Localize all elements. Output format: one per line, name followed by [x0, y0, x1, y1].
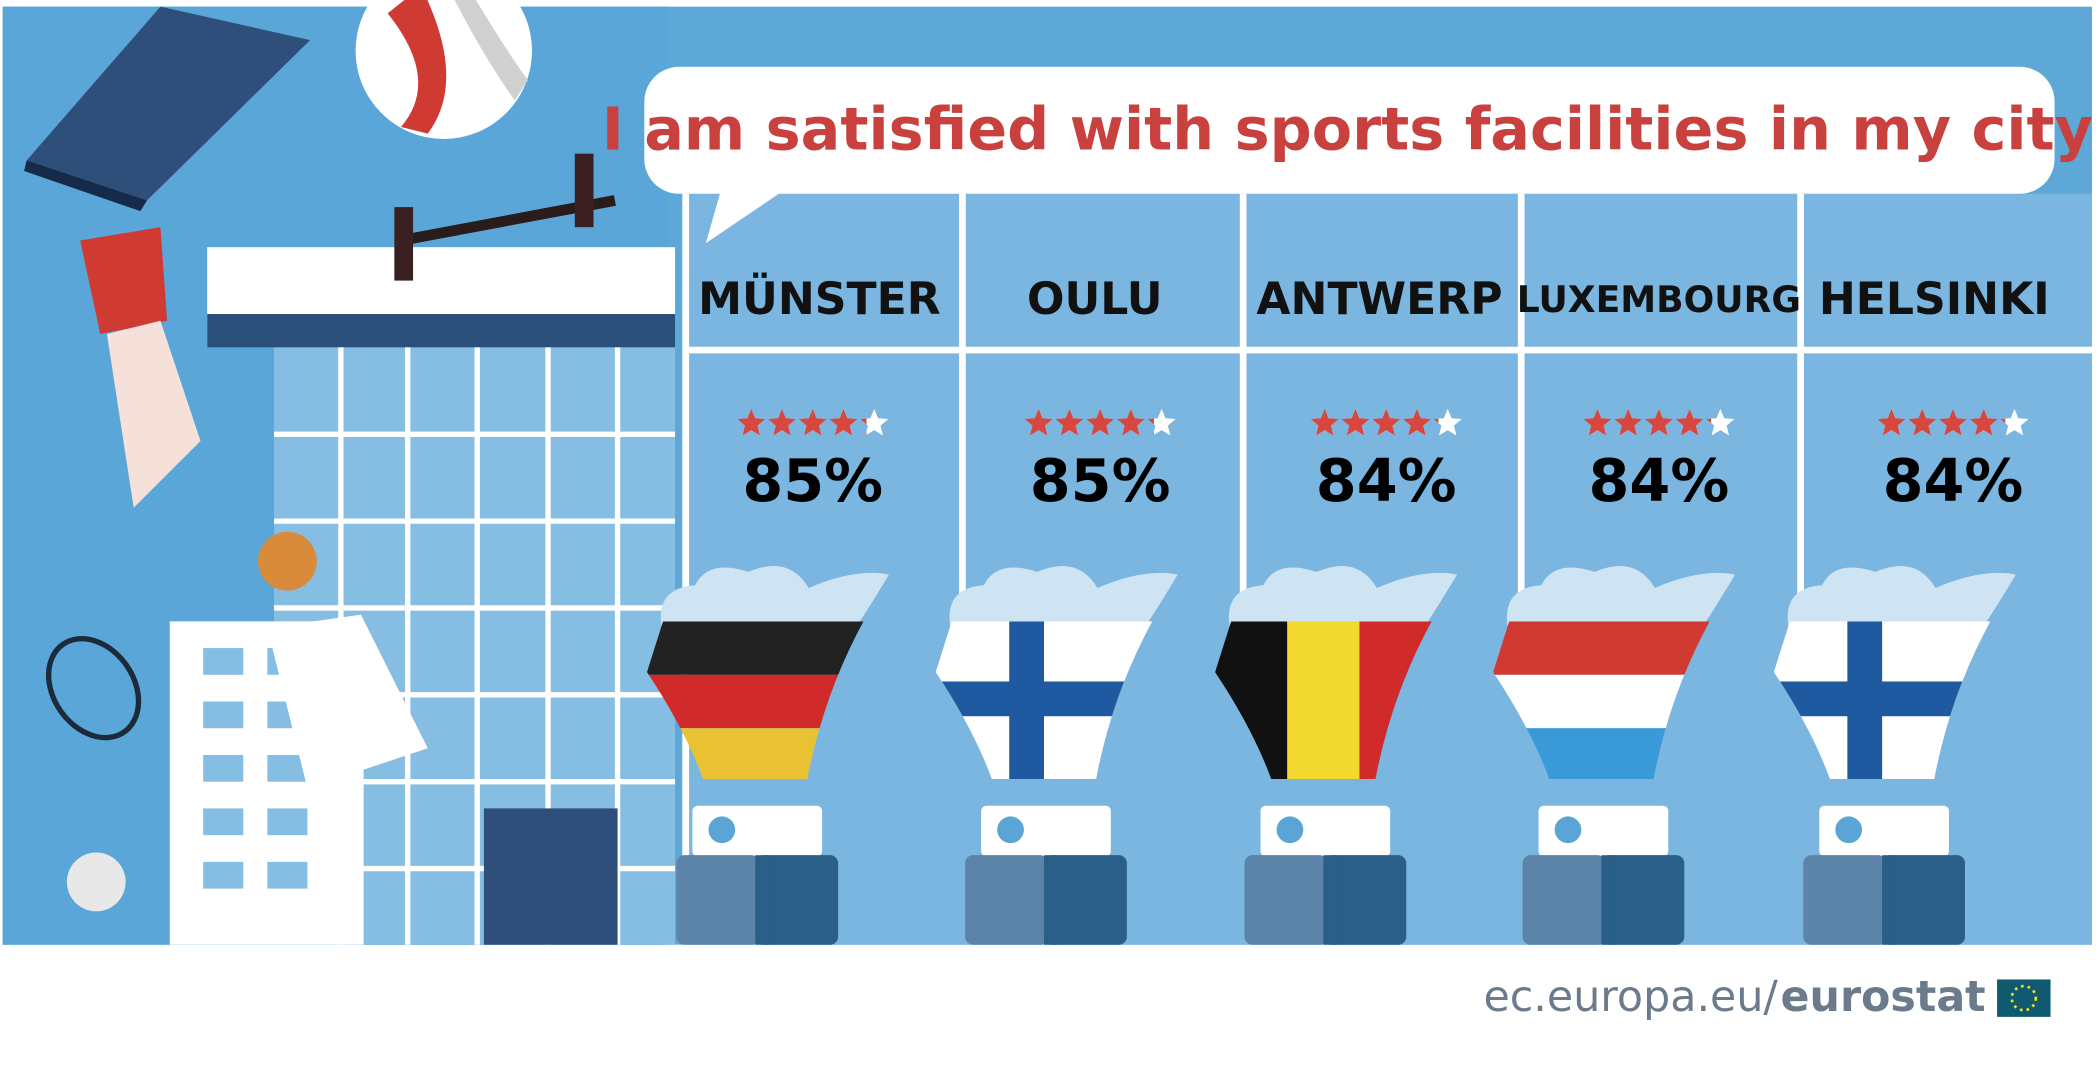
title-bubble: [644, 66, 2055, 194]
star: [1372, 408, 1401, 436]
source-site: ec.europa.eu/: [1483, 972, 1778, 1022]
star-fill: [737, 408, 867, 436]
star: [1024, 408, 1053, 436]
star-empty: [860, 408, 889, 436]
star-empty: [1706, 408, 1735, 436]
star: [1908, 408, 1937, 436]
panel-dividers: [682, 193, 2092, 945]
star: [1877, 408, 1906, 436]
star: [1433, 418, 1439, 424]
star-fill: [1583, 408, 1712, 436]
percent-label: 84%: [1316, 446, 1457, 515]
star-rating: [1877, 408, 2029, 436]
percent-label: 84%: [1883, 446, 2024, 515]
star: [1147, 418, 1154, 436]
star: [1402, 408, 1431, 436]
illustration: [2, 0, 676, 945]
star: [1938, 408, 1968, 436]
percent-label: 84%: [1589, 446, 1730, 515]
percent-label: 85%: [1030, 446, 1171, 515]
city-name: ANTWERP: [1256, 274, 1502, 325]
star: [1969, 408, 1998, 436]
star-empty: [1147, 408, 1176, 436]
star-rating: [1024, 408, 1176, 436]
star: [1116, 408, 1145, 436]
star: [1055, 408, 1084, 436]
percent-label: 85%: [742, 446, 883, 515]
eu-flag: [1997, 979, 2051, 1017]
star-fill: [1310, 408, 1439, 436]
star-rating: [1583, 408, 1735, 436]
city-name: MÜNSTER: [698, 272, 941, 325]
star: [767, 408, 797, 436]
bubble-tail: [705, 187, 789, 244]
star: [798, 408, 827, 436]
star-empty: [2000, 408, 2029, 436]
star: [829, 408, 858, 436]
star-fill: [1024, 408, 1154, 436]
star: [1310, 408, 1339, 436]
city-name: LUXEMBOURG: [1517, 279, 1801, 321]
title: I am satisfied with sports facilities in…: [602, 95, 2093, 164]
star: [1086, 408, 1115, 436]
ratings: MÜNSTER 85% OULU 85% ANTWERP 84% LUXEMBOURG 84%…: [698, 272, 2050, 515]
star-fill: [1877, 408, 2006, 436]
star: [1675, 408, 1704, 436]
star-rating: [737, 408, 889, 436]
star: [860, 418, 867, 436]
star: [1583, 408, 1612, 436]
star: [1706, 418, 1712, 424]
star: [1644, 408, 1673, 436]
star: [737, 408, 766, 436]
star: [2000, 418, 2006, 424]
star-empty: [1433, 408, 1462, 436]
star: [1341, 408, 1370, 436]
city-name: OULU: [1027, 274, 1163, 325]
star: [1614, 408, 1643, 436]
star-rating: [1310, 408, 1462, 436]
source-brand: eurostat: [1781, 972, 1986, 1022]
eu-stars: [2010, 984, 2038, 1012]
city-name: HELSINKI: [1819, 274, 2050, 325]
